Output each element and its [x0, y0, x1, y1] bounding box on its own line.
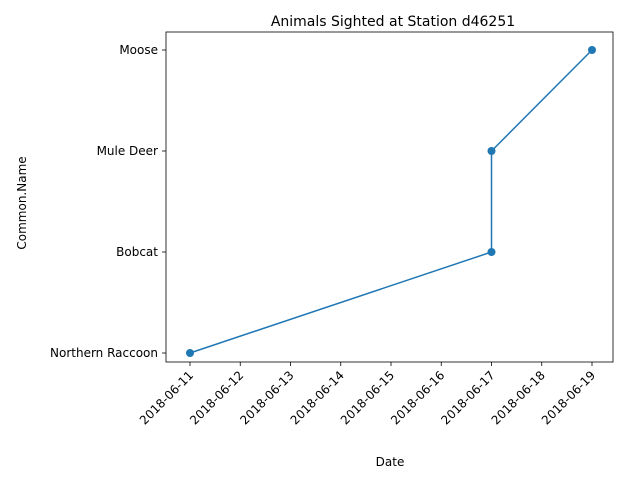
- data-point: [487, 248, 496, 256]
- data-point: [588, 46, 596, 54]
- data-point: [487, 147, 496, 155]
- series-line: [189, 49, 593, 354]
- y-axis: Northern Raccoon Bobcat Mule Deer Moose: [50, 43, 166, 360]
- y-tick-label: Northern Raccoon: [50, 346, 158, 360]
- y-tick-label: Mule Deer: [97, 144, 158, 158]
- chart-title: Animals Sighted at Station d46251: [271, 14, 515, 30]
- plot-area: [165, 31, 614, 363]
- data-point: [186, 349, 194, 357]
- series-layer: [186, 46, 596, 357]
- x-axis: 2018-06-112018-06-122018-06-132018-06-14…: [137, 362, 598, 427]
- y-tick-label: Moose: [119, 43, 158, 57]
- x-tick-label: 2018-06-19: [539, 368, 598, 427]
- y-axis-label: Common.Name: [15, 156, 29, 249]
- y-tick-label: Bobcat: [116, 245, 158, 259]
- x-axis-label: Date: [376, 455, 405, 469]
